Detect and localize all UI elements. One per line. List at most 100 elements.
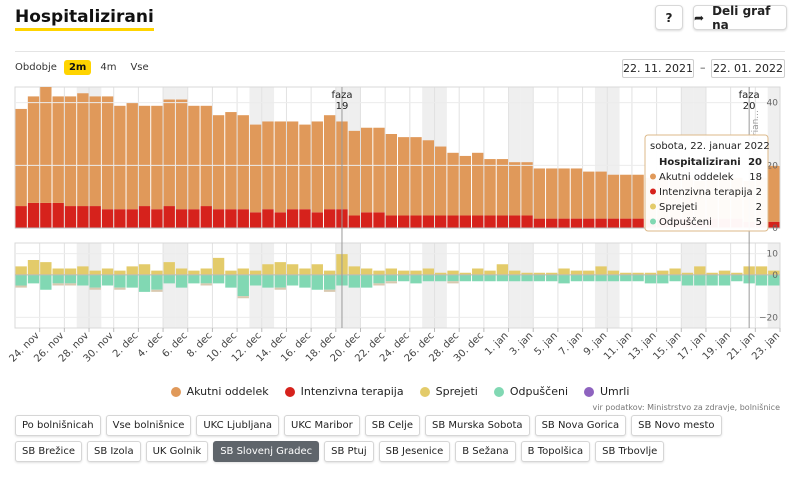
tooltip-value: 18 <box>749 172 762 183</box>
bar-intenzivna-terapija <box>323 209 336 228</box>
hospital-tag[interactable]: UK Golnik <box>145 441 209 462</box>
bar-intenzivna-terapija <box>472 215 484 228</box>
hospital-tag[interactable]: UKC Ljubljana <box>196 415 280 436</box>
bar-akutni-oddelek <box>447 152 459 216</box>
bar-akutni-oddelek <box>595 171 607 219</box>
bar-odpusceni <box>755 274 768 286</box>
bar-sprejeti <box>52 268 64 275</box>
x-tick-label: 3. jan <box>508 330 536 358</box>
bar-odpusceni <box>286 274 299 286</box>
bar-akutni-oddelek <box>225 112 237 210</box>
legend-item[interactable]: Odpuščeni <box>493 385 568 398</box>
phase-label: faza <box>331 90 352 101</box>
tooltip-dot <box>650 203 656 210</box>
bar-akutni-oddelek <box>521 162 533 216</box>
legend-item[interactable]: Akutni oddelek <box>170 385 269 398</box>
hospital-tag[interactable]: SB Nova Gorica <box>534 415 627 436</box>
bar-odpusceni <box>496 274 509 282</box>
bar-akutni-oddelek <box>546 168 558 219</box>
x-tick-label: 1. jan <box>483 330 511 358</box>
hospital-tag[interactable]: SB Ptuj <box>324 441 374 462</box>
bar-intenzivna-terapija <box>212 209 225 228</box>
hospital-tag[interactable]: SB Novo mesto <box>631 415 722 436</box>
weekend-band <box>594 243 608 328</box>
bar-odpusceni <box>669 274 681 282</box>
date-from-input[interactable]: 22. 11. 2021 <box>622 59 694 78</box>
bar-akutni-oddelek <box>77 93 89 207</box>
bar-odpusceni <box>385 274 398 282</box>
bar-sprejeti <box>595 266 607 275</box>
bar-sprejeti <box>163 262 175 275</box>
bar-sprejeti <box>249 270 262 275</box>
upper-y-tick-label: 20 <box>767 161 779 171</box>
bar-odpusceni <box>706 274 718 286</box>
tooltip-title: sobota, 22. januar 2022 <box>650 141 770 152</box>
hospital-tag[interactable]: B Topolšica <box>520 441 591 462</box>
legend-dot-icon <box>419 386 430 397</box>
share-arrow-icon: ➦ <box>694 10 705 25</box>
hospital-tag[interactable]: SB Trbovlje <box>595 441 665 462</box>
hospital-tag[interactable]: Vse bolnišnice <box>105 415 192 436</box>
bar-akutni-oddelek <box>114 105 126 210</box>
bar-akutni-oddelek <box>163 99 175 207</box>
bar-odpusceni <box>521 274 533 282</box>
period-label: Obdobje <box>15 62 57 73</box>
bar-intenzivna-terapija <box>496 215 509 228</box>
hospital-tag[interactable]: SB Izola <box>86 441 141 462</box>
legend-item[interactable]: Sprejeti <box>419 385 478 398</box>
bar-umrli <box>323 289 336 292</box>
legend-item[interactable]: Umrli <box>584 385 629 398</box>
bar-sprejeti <box>101 268 114 275</box>
bar-intenzivna-terapija <box>274 212 286 228</box>
hospital-tag[interactable]: Po bolnišnicah <box>15 415 101 436</box>
phase-number: 20 <box>743 101 756 112</box>
bar-sprejeti <box>311 264 323 275</box>
bar-akutni-oddelek <box>583 171 595 219</box>
date-separator: – <box>700 61 706 74</box>
bar-akutni-oddelek <box>200 105 212 207</box>
bar-intenzivna-terapija <box>64 206 77 228</box>
bar-sprejeti <box>533 272 546 275</box>
bar-odpusceni <box>212 274 225 284</box>
bar-odpusceni <box>681 274 694 286</box>
bar-akutni-oddelek <box>311 121 323 213</box>
bar-sprejeti <box>89 270 101 275</box>
period-all-button[interactable]: Vse <box>130 62 149 73</box>
hospital-tag[interactable]: SB Slovenj Gradec <box>213 441 320 462</box>
hospital-tag[interactable]: SB Celje <box>364 415 420 436</box>
bar-sprejeti <box>435 272 447 275</box>
bar-odpusceni <box>397 274 410 282</box>
bar-akutni-oddelek <box>620 174 632 219</box>
bar-odpusceni <box>89 274 101 288</box>
help-button[interactable]: ? <box>655 5 683 30</box>
bar-sprejeti <box>681 272 694 275</box>
period-2m-button[interactable]: 2m <box>63 60 92 75</box>
legend-label: Umrli <box>600 385 630 398</box>
bar-akutni-oddelek <box>188 105 200 210</box>
bar-akutni-oddelek <box>249 124 262 213</box>
legend-label: Intenzivna terapija <box>300 385 404 398</box>
bar-intenzivna-terapija <box>52 202 64 228</box>
lower-y-tick-label: −20 <box>759 313 778 323</box>
hospital-tag[interactable]: SB Jesenice <box>378 441 451 462</box>
date-to-input[interactable]: 22. 01. 2022 <box>711 59 785 78</box>
tooltip-value: 2 <box>756 187 762 198</box>
bar-sprejeti <box>77 266 89 275</box>
hospital-tag[interactable]: SB Murska Sobota <box>424 415 530 436</box>
bar-intenzivna-terapija <box>77 206 89 228</box>
hospitalized-chart[interactable]: 02040−20010faza19faza20Semestrian...24. … <box>0 80 800 380</box>
bar-odpusceni <box>40 274 52 290</box>
hospital-tag[interactable]: SB Brežice <box>15 441 82 462</box>
bar-sprejeti <box>706 272 718 275</box>
hospital-tag[interactable]: UKC Maribor <box>284 415 360 436</box>
bar-intenzivna-terapija <box>89 206 101 228</box>
bar-sprejeti <box>323 270 336 275</box>
period-4m-button[interactable]: 4m <box>100 62 117 73</box>
bar-sprejeti <box>620 272 632 275</box>
bar-sprejeti <box>286 264 299 275</box>
bar-akutni-oddelek <box>768 165 780 222</box>
upper-y-tick-label: 0 <box>772 224 778 234</box>
legend-item[interactable]: Intenzivna terapija <box>284 385 404 398</box>
share-button[interactable]: ➦ Deli graf na <box>693 4 787 32</box>
hospital-tag[interactable]: B Sežana <box>455 441 516 462</box>
